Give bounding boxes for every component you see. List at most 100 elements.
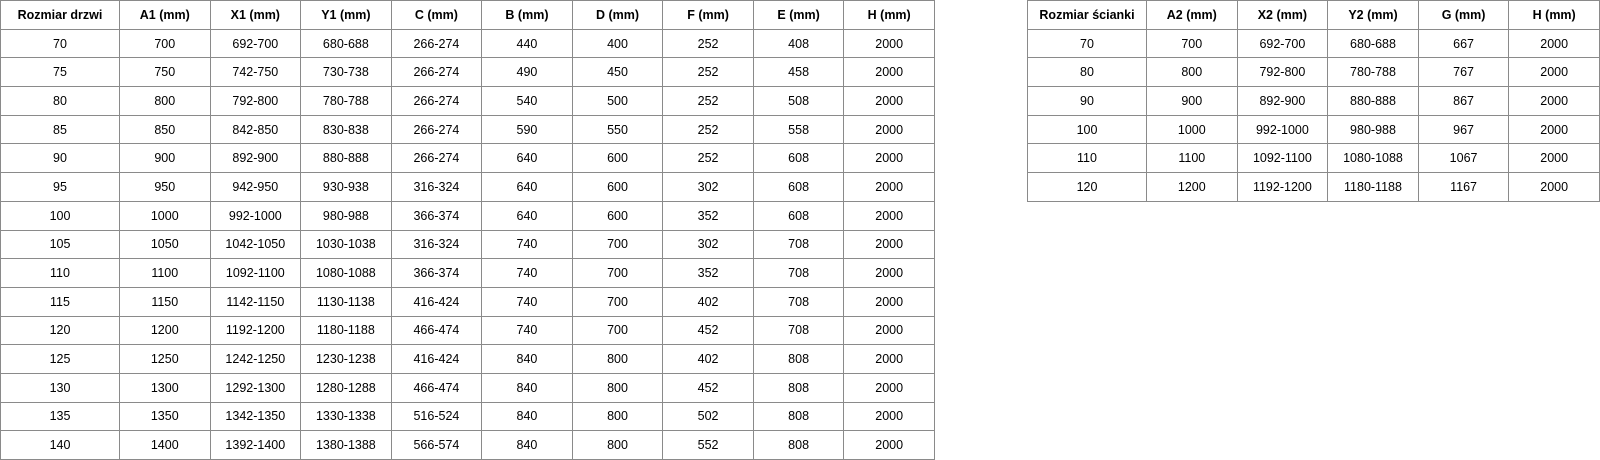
table-cell: 867 [1417,86,1510,116]
table-cell: 402 [662,344,754,374]
table-cell: 2000 [1508,57,1600,88]
table-cell: 80 [0,86,120,116]
column-header: C (mm) [390,0,483,30]
table-cell: 1142-1150 [209,286,302,317]
table-cell: 700 [1146,28,1238,59]
table-cell: 508 [752,86,845,116]
column-header: X1 (mm) [209,0,302,30]
table-header-row: Rozmiar ścianki A2 (mm) X2 (mm) Y2 (mm) G (m… [1027,0,1600,30]
table-cell: 800 [119,86,211,116]
table-cell: 600 [571,200,664,231]
table-row: 130 1300 1292-1300 1280-1288 466-474 840 800 45… [0,372,935,403]
table-cell: 366-374 [390,200,483,231]
column-header: Y2 (mm) [1327,0,1419,30]
table-cell: 302 [662,229,754,260]
table-cell: 880-888 [1327,86,1419,116]
table-cell: 892-900 [209,143,302,174]
table-cell: 266-274 [390,57,483,88]
table-cell: 1000 [119,200,211,231]
table-cell: 2000 [843,401,935,432]
table-cell: 2000 [843,229,935,260]
table-cell: 800 [571,344,664,374]
table-cell: 1192-1200 [1236,172,1329,202]
table-cell: 1130-1138 [300,286,392,317]
table-cell: 850 [119,114,211,145]
table-cell: 1200 [1146,172,1238,202]
column-header: Rozmiar ścianki [1027,0,1147,30]
table-cell: 2000 [1508,28,1600,59]
table-cell: 800 [571,401,664,432]
table-cell: 1042-1050 [209,229,302,260]
table-cell: 2000 [843,57,935,88]
table-cell: 2000 [843,315,935,346]
table-cell: 302 [662,172,754,202]
table-cell: 266-274 [390,143,483,174]
table-cell: 266-274 [390,86,483,116]
table-cell: 458 [752,57,845,88]
table-cell: 740 [481,229,573,260]
column-header: A2 (mm) [1146,0,1238,30]
table-cell: 880-888 [300,143,392,174]
table-cell: 500 [571,86,664,116]
table-cell: 552 [662,430,754,460]
table-cell: 2000 [843,86,935,116]
table-cell: 700 [571,258,664,288]
table-cell: 780-788 [300,86,392,116]
table-row: 110 1100 1092-1100 1080-1088 1067 2000 [1027,143,1600,174]
table-cell: 608 [752,200,845,231]
table-cell: 2000 [843,143,935,174]
table-cell: 1030-1038 [300,229,392,260]
table-row: 110 1100 1092-1100 1080-1088 366-374 740 700 35… [0,258,935,288]
table-cell: 942-950 [209,172,302,202]
table-cell: 930-938 [300,172,392,202]
table-row: 90 900 892-900 880-888 266-274 640 600 252 608 20… [0,143,935,174]
table-cell: 600 [571,172,664,202]
table-cell: 466-474 [390,315,483,346]
table-cell: 352 [662,258,754,288]
table-cell: 452 [662,315,754,346]
table-cell: 1380-1388 [300,430,392,460]
table-cell: 266-274 [390,28,483,59]
table-cell: 252 [662,28,754,59]
table-cell: 100 [1027,114,1147,145]
table-cell: 1342-1350 [209,401,302,432]
table-cell: 800 [1146,57,1238,88]
table-cell: 1400 [119,430,211,460]
table-cell: 316-324 [390,172,483,202]
table-cell: 700 [571,315,664,346]
table-cell: 842-850 [209,114,302,145]
table-cell: 767 [1417,57,1510,88]
table-row: 100 1000 992-1000 980-988 366-374 640 600 352 60… [0,200,935,231]
table-cell: 416-424 [390,344,483,374]
table-cell: 316-324 [390,229,483,260]
table-cell: 252 [662,114,754,145]
table-cell: 452 [662,372,754,403]
table-cell: 900 [1146,86,1238,116]
table-cell: 450 [571,57,664,88]
table-cell: 516-524 [390,401,483,432]
table-cell: 980-988 [300,200,392,231]
table-cell: 792-800 [209,86,302,116]
column-header: B (mm) [481,0,573,30]
table-cell: 2000 [843,430,935,460]
table-row: 80 800 792-800 780-788 767 2000 [1027,57,1600,88]
column-header: Y1 (mm) [300,0,392,30]
table-cell: 540 [481,86,573,116]
table-cell: 1330-1338 [300,401,392,432]
table-cell: 830-838 [300,114,392,145]
table-row: 70 700 692-700 680-688 266-274 440 400 252 408 20… [0,28,935,59]
table-header-row: Rozmiar drzwi A1 (mm) X1 (mm) Y1 (mm) C (mm)… [0,0,935,30]
table-cell: 1080-1088 [300,258,392,288]
table-cell: 352 [662,200,754,231]
table-cell: 900 [119,143,211,174]
table-cell: 992-1000 [209,200,302,231]
table-cell: 2000 [843,114,935,145]
table-cell: 125 [0,344,120,374]
table-cell: 708 [752,258,845,288]
table-cell: 740 [481,258,573,288]
column-header: X2 (mm) [1236,0,1329,30]
column-header: F (mm) [662,0,754,30]
table-cell: 700 [571,286,664,317]
table-cell: 1180-1188 [300,315,392,346]
table-cell: 566-574 [390,430,483,460]
